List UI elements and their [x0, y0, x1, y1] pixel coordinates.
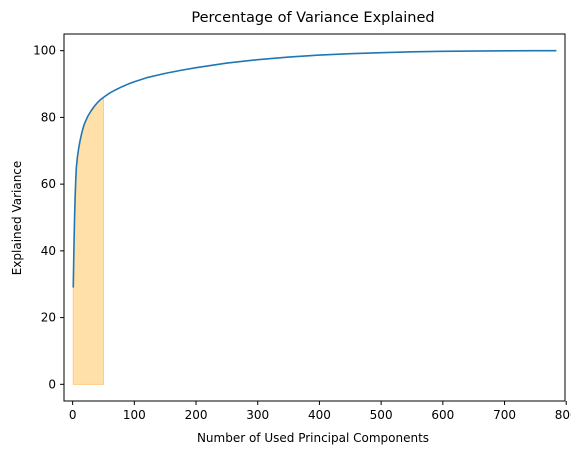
y-tick-label: 80	[41, 110, 56, 124]
highlight-fill-area	[72, 96, 104, 385]
x-tick-label: 400	[308, 408, 331, 422]
chart-title: Percentage of Variance Explained	[191, 10, 434, 26]
y-tick-label: 40	[41, 244, 56, 258]
x-tick-label: 600	[431, 408, 454, 422]
x-tick-label: 700	[493, 408, 516, 422]
x-tick-label: 800	[555, 408, 571, 422]
plot-area	[63, 33, 566, 402]
x-tick-label: 0	[69, 408, 77, 422]
axes-frame	[63, 33, 566, 402]
x-axis-label: Number of Used Principal Components	[197, 431, 429, 445]
y-tick-label: 60	[41, 177, 56, 191]
x-tick-label: 100	[123, 408, 146, 422]
y-tick-label: 100	[33, 44, 56, 58]
series-line	[72, 49, 557, 288]
y-tick-label: 20	[41, 311, 56, 325]
y-tick-label: 0	[48, 377, 56, 391]
x-tick-label: 300	[246, 408, 269, 422]
x-tick-label: 500	[370, 408, 393, 422]
x-axis: 0 100 200 300 400 500 600 700 800	[69, 401, 571, 422]
y-axis: 0 20 40 60 80 100	[33, 44, 64, 391]
x-tick-label: 200	[185, 408, 208, 422]
y-axis-label: Explained Variance	[10, 161, 24, 276]
